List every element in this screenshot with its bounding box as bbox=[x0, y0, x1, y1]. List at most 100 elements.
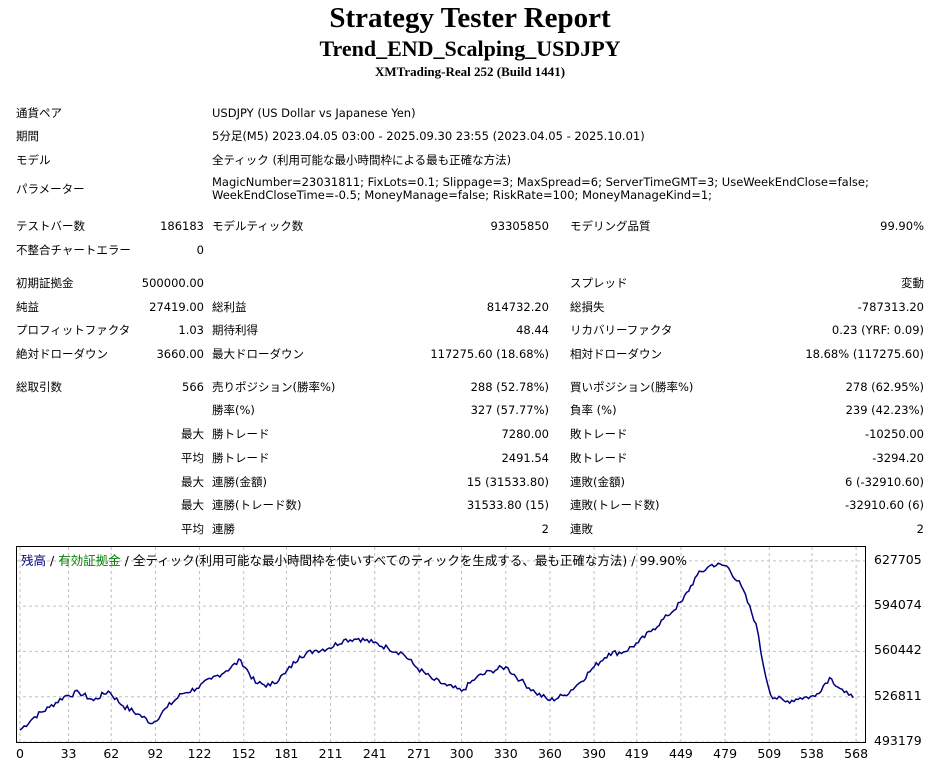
params-line-2: WeekEndCloseTime=-0.5; MoneyManage=false… bbox=[212, 188, 713, 202]
max-cons-profit-label: 連勝(トレード数) bbox=[212, 498, 302, 512]
x-tick-label: 449 bbox=[669, 746, 693, 761]
symbol-label: 通貨ペア bbox=[16, 106, 62, 120]
largest-win-label: 勝トレード bbox=[212, 427, 270, 441]
y-tick-label: 493179 bbox=[874, 733, 922, 748]
deposit-value: 500000.00 bbox=[141, 276, 204, 290]
max-cons-loss-value: 6 (-32910.60) bbox=[845, 475, 924, 489]
avg-loss-value: -3294.20 bbox=[872, 451, 924, 465]
avg-win-value: 2491.54 bbox=[501, 451, 549, 465]
balance-line bbox=[19, 562, 854, 731]
x-tick-label: 271 bbox=[406, 746, 431, 761]
max-cons-win-value: 15 (31533.80) bbox=[466, 475, 549, 489]
abs-dd-label: 絶対ドローダウン bbox=[16, 347, 108, 361]
avg-cons-win-value: 2 bbox=[541, 522, 549, 536]
legend-equity: 有効証拠金 bbox=[58, 553, 121, 568]
x-tick-label: 360 bbox=[537, 746, 562, 761]
max-cons-profit-value: 31533.80 (15) bbox=[466, 498, 549, 512]
gross-loss-label: 総損失 bbox=[570, 300, 605, 314]
x-tick-label: 62 bbox=[103, 746, 120, 761]
winrate-row: 勝率(%) 327 (57.77%) 負率 (%) 239 (42.23%) bbox=[0, 400, 940, 420]
rel-dd-value: 18.68% (117275.60) bbox=[805, 347, 924, 361]
bars-label: テストバー数 bbox=[16, 219, 85, 233]
avg-loss-label: 敗トレード bbox=[570, 451, 628, 465]
short-value: 288 (52.78%) bbox=[470, 380, 549, 394]
period-value: 5分足(M5) 2023.04.05 03:00 - 2025.09.30 23… bbox=[212, 129, 645, 143]
mismatch-label: 不整合チャートエラー bbox=[16, 243, 131, 257]
net-value: 27419.00 bbox=[149, 300, 204, 314]
legend-balance: 残高 bbox=[21, 553, 47, 568]
params-row: パラメーター bbox=[0, 179, 940, 199]
x-tick-label: 241 bbox=[362, 746, 387, 761]
gross-loss-value: -787313.20 bbox=[857, 300, 924, 314]
largest-loss-value: -10250.00 bbox=[864, 427, 924, 441]
deposit-row: 初期証拠金 500000.00 スプレッド 変動 bbox=[0, 273, 940, 293]
period-label: 期間 bbox=[16, 129, 39, 143]
winrate-label: 勝率(%) bbox=[212, 403, 255, 417]
largest-win-value: 7280.00 bbox=[501, 427, 549, 441]
ea-name: Trend_END_Scalping_USDJPY bbox=[319, 36, 621, 61]
winrate-value: 327 (57.77%) bbox=[470, 403, 549, 417]
x-tick-label: 568 bbox=[844, 746, 869, 761]
lossrate-label: 負率 (%) bbox=[570, 403, 617, 417]
max-cons-win-label: 連勝(金額) bbox=[212, 475, 267, 489]
model-value: 全ティック (利用可能な最小時間枠による最も正確な方法) bbox=[212, 153, 512, 167]
x-tick-label: 152 bbox=[231, 746, 256, 761]
max-prefix: 最大 bbox=[181, 427, 204, 441]
avg-cons-loss-value: 2 bbox=[916, 522, 924, 536]
params-value: MagicNumber=23031811; FixLots=0.1; Slipp… bbox=[212, 176, 869, 202]
max-cons-lossamt-label: 連敗(トレード数) bbox=[570, 498, 660, 512]
x-tick-label: 181 bbox=[274, 746, 299, 761]
quality-label: モデリング品質 bbox=[570, 219, 651, 233]
pf-row: プロフィットファクタ 1.03 期待利得 48.44 リカバリーファクタ 0.2… bbox=[0, 320, 940, 340]
symbol-row: 通貨ペア USDJPY (US Dollar vs Japanese Yen) bbox=[0, 103, 940, 123]
x-tick-label: 390 bbox=[582, 746, 607, 761]
x-tick-label: 479 bbox=[713, 746, 738, 761]
x-tick-label: 0 bbox=[16, 746, 24, 761]
long-value: 278 (62.95%) bbox=[845, 380, 924, 394]
trades-value: 566 bbox=[182, 380, 204, 394]
spread-label: スプレッド bbox=[570, 276, 628, 290]
chart-legend: 残高 / 有効証拠金 / 全ティック(利用可能な最小時間枠を使いすべてのティック… bbox=[21, 550, 687, 569]
largest-loss-label: 敗トレード bbox=[570, 427, 628, 441]
gross-profit-value: 814732.20 bbox=[486, 300, 549, 314]
server-info: XMTrading-Real 252 (Build 1441) bbox=[374, 64, 566, 79]
balance-chart bbox=[16, 546, 866, 743]
recovery-label: リカバリーファクタ bbox=[570, 323, 673, 337]
trades-row: 総取引数 566 売りポジション(勝率%) 288 (52.78%) 買いポジシ… bbox=[0, 377, 940, 397]
max-dd-value: 117275.60 (18.68%) bbox=[430, 347, 549, 361]
y-tick-label: 560442 bbox=[874, 642, 922, 658]
expected-value: 48.44 bbox=[516, 323, 549, 337]
x-tick-label: 509 bbox=[757, 746, 782, 761]
x-tick-label: 419 bbox=[624, 746, 649, 761]
short-label: 売りポジション(勝率%) bbox=[212, 380, 336, 394]
average-row: 平均 勝トレード 2491.54 敗トレード -3294.20 bbox=[0, 448, 940, 468]
bars-value: 186183 bbox=[160, 219, 204, 233]
max-prefix: 最大 bbox=[181, 498, 204, 512]
recovery-value: 0.23 (YRF: 0.09) bbox=[831, 323, 924, 337]
model-row: モデル 全ティック (利用可能な最小時間枠による最も正確な方法) bbox=[0, 150, 940, 170]
x-tick-label: 33 bbox=[60, 746, 77, 761]
gross-profit-label: 総利益 bbox=[212, 300, 247, 314]
x-tick-label: 122 bbox=[187, 746, 212, 761]
spread-value: 変動 bbox=[901, 276, 924, 290]
bars-row: テストバー数 186183 モデルティック数 93305850 モデリング品質 … bbox=[0, 216, 940, 236]
avg-cons-win-label: 連勝 bbox=[212, 522, 235, 536]
y-tick-label: 594074 bbox=[874, 597, 922, 613]
mismatch-value: 0 bbox=[196, 243, 204, 257]
max-cons-lossamt-value: -32910.60 (6) bbox=[845, 498, 924, 512]
avg-win-label: 勝トレード bbox=[212, 451, 270, 465]
legend-description: / 全ティック(利用可能な最小時間枠を使いすべてのティックを生成する、最も正確な… bbox=[120, 553, 688, 568]
lossrate-value: 239 (42.23%) bbox=[845, 403, 924, 417]
x-tick-label: 330 bbox=[493, 746, 518, 761]
y-tick-label: 526811 bbox=[874, 687, 922, 703]
x-tick-label: 92 bbox=[147, 746, 164, 761]
expected-label: 期待利得 bbox=[212, 323, 258, 337]
largest-row: 最大 勝トレード 7280.00 敗トレード -10250.00 bbox=[0, 424, 940, 444]
params-label: パラメーター bbox=[16, 182, 85, 196]
period-row: 期間 5分足(M5) 2023.04.05 03:00 - 2025.09.30… bbox=[0, 126, 940, 146]
net-row: 純益 27419.00 総利益 814732.20 総損失 -787313.20 bbox=[0, 297, 940, 317]
avg-cons-loss-label: 連敗 bbox=[570, 522, 593, 536]
legend-separator: / bbox=[46, 553, 59, 568]
y-tick-label: 627705 bbox=[874, 551, 922, 567]
max-cons-amount-row: 最大 連勝(トレード数) 31533.80 (15) 連敗(トレード数) -32… bbox=[0, 495, 940, 515]
